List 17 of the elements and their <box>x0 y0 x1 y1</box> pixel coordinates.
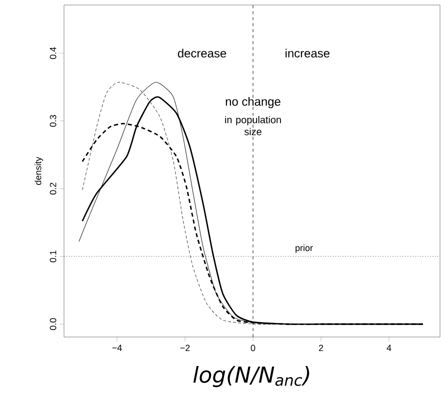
x-axis-title: log(N/N$_{anc}$) <box>193 366 310 388</box>
y-tick-label: 0.0 <box>50 318 56 330</box>
x-tick-label: −2 <box>180 344 190 352</box>
annotation: increase <box>286 48 330 58</box>
y-axis-title: density <box>34 156 44 185</box>
ref-line-label: prior <box>296 244 313 253</box>
y-tick-label: 0.4 <box>50 47 56 59</box>
annotation: decrease <box>178 48 226 58</box>
y-tick-label: 0.1 <box>50 250 56 262</box>
x-tick-label: −4 <box>112 344 122 351</box>
x-tick-label: 2 <box>318 344 324 352</box>
x-tick-label: 4 <box>386 344 392 351</box>
annotation: in population size <box>225 116 281 136</box>
x-tick-label: 0 <box>250 344 256 352</box>
y-tick-label: 0.2 <box>50 182 56 195</box>
annotation: no change <box>226 97 280 108</box>
y-tick-label: 0.3 <box>50 115 56 127</box>
